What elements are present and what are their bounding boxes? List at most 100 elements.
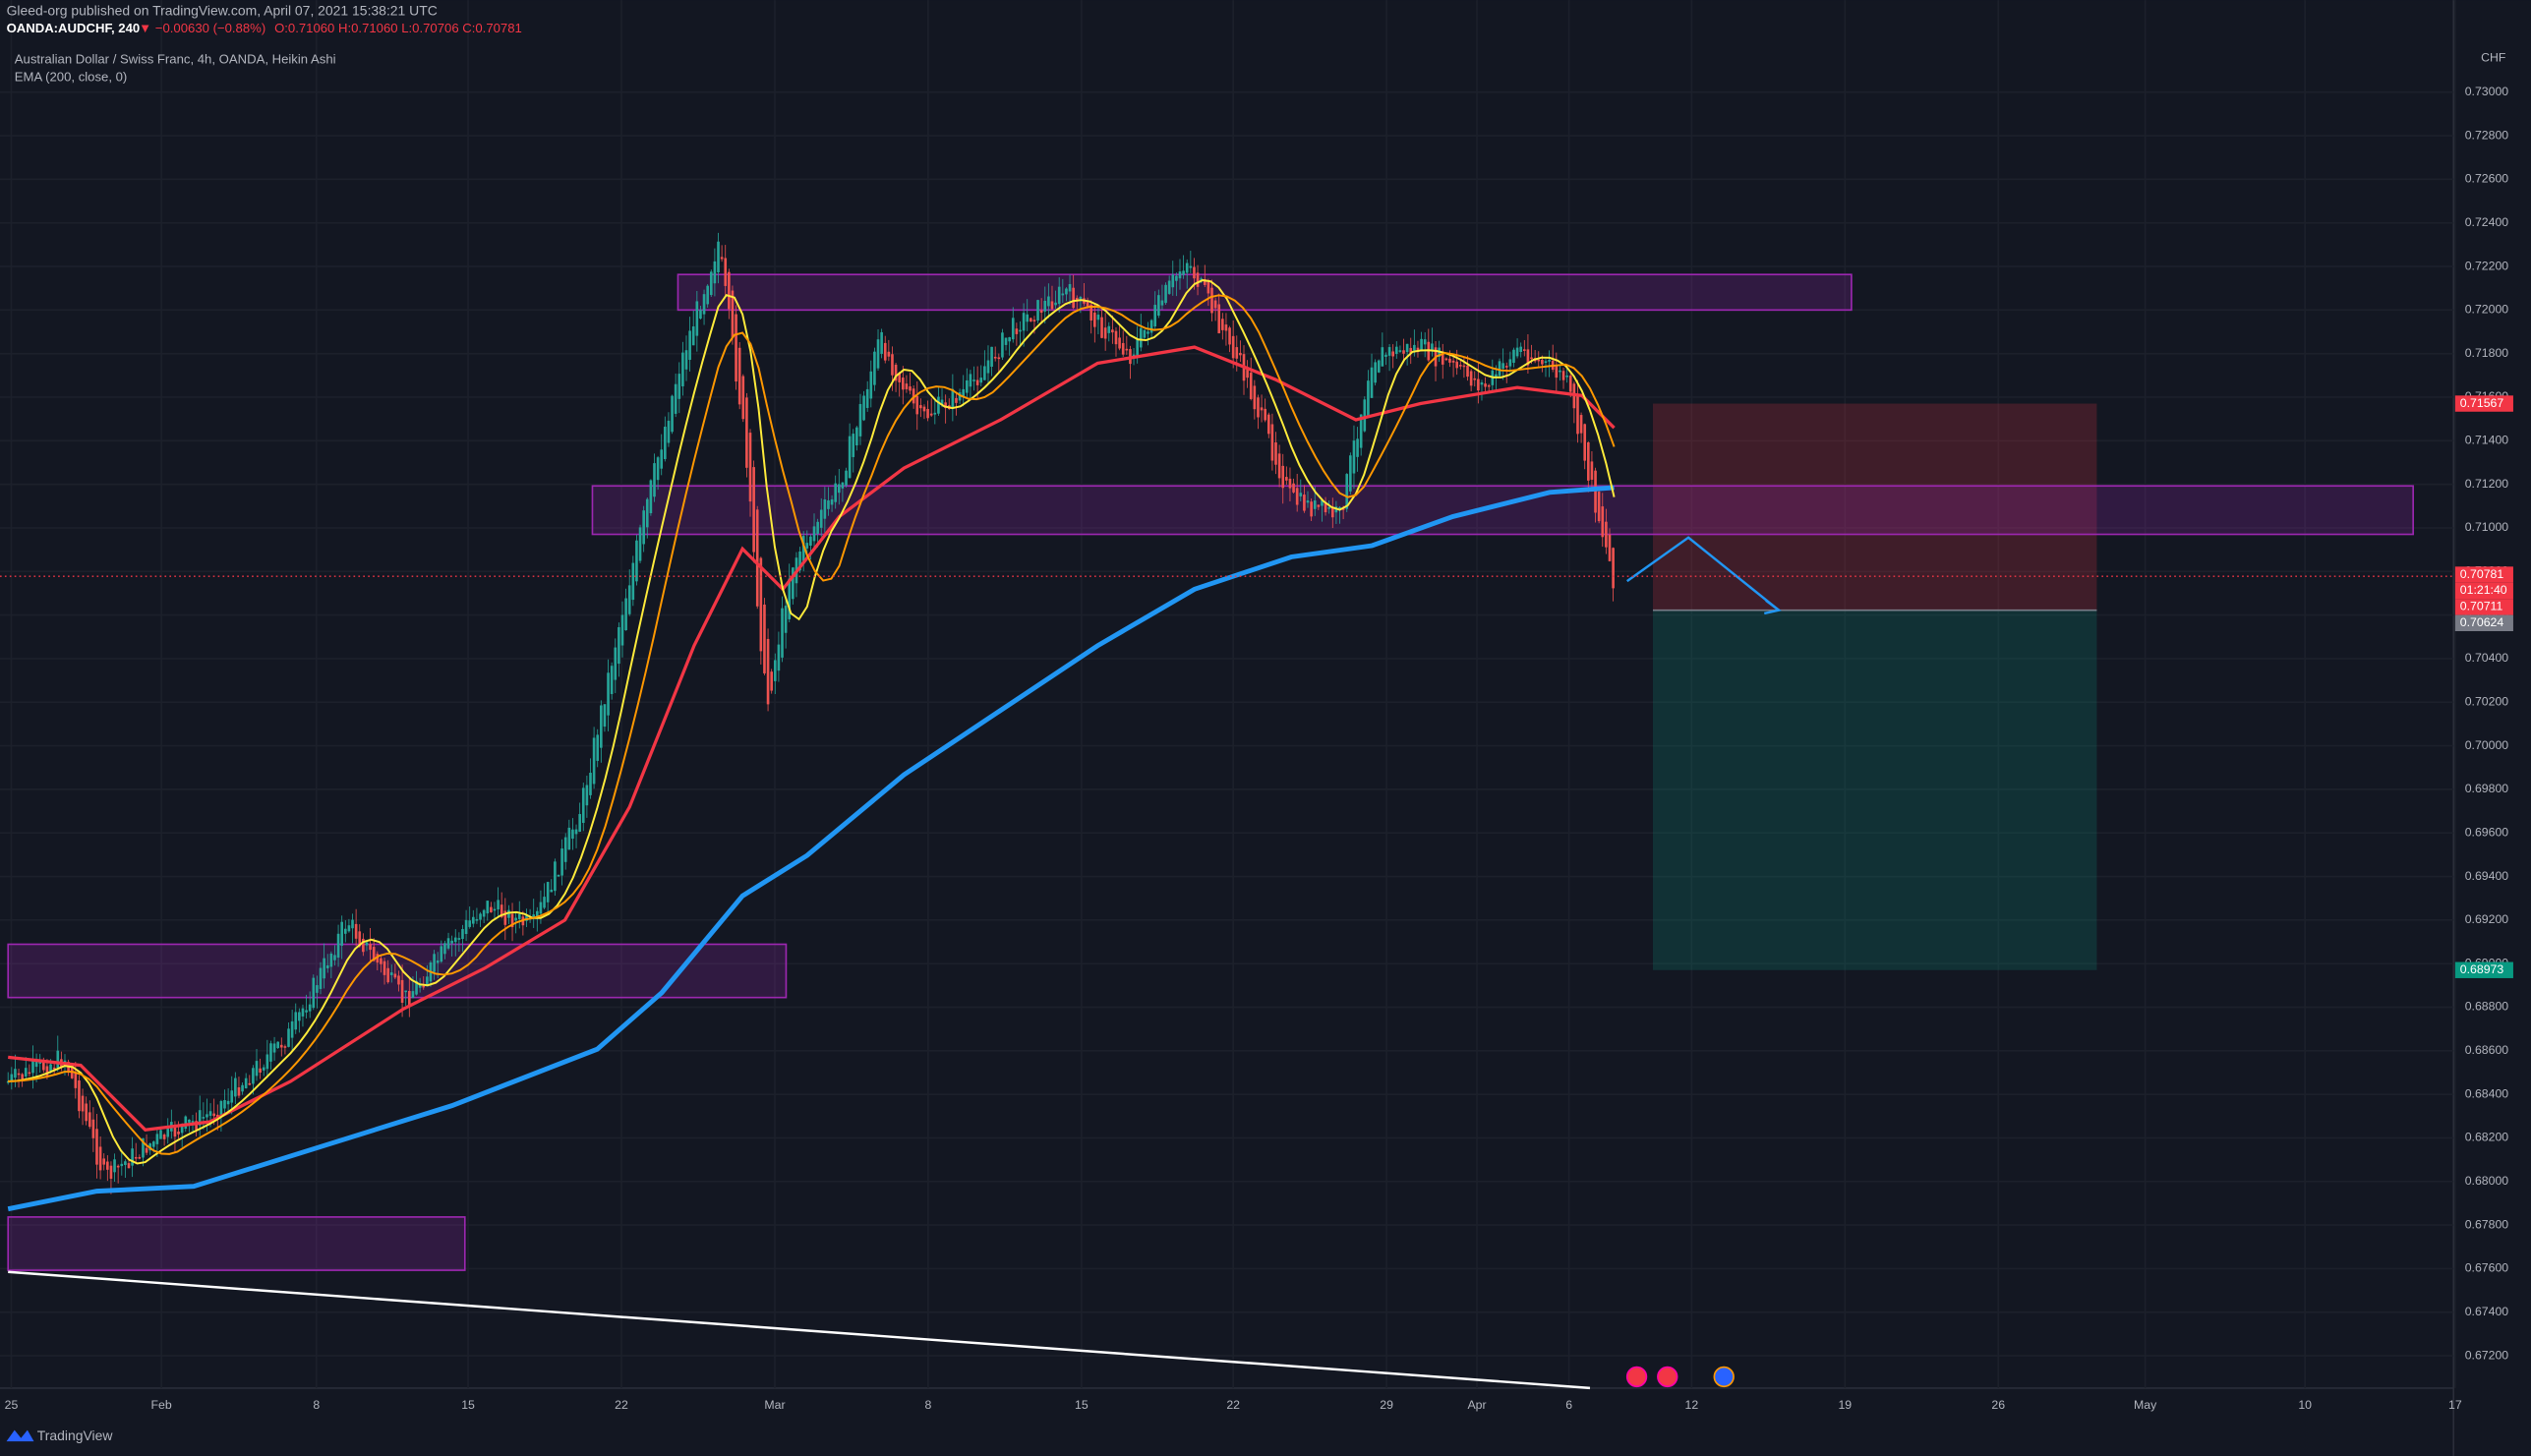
candle-body	[745, 397, 748, 468]
candle-body	[1189, 265, 1193, 268]
candle-body	[951, 388, 955, 408]
candle-body	[962, 388, 966, 397]
price-tag: 01:21:40	[2460, 583, 2507, 597]
price-tag-bg	[2454, 395, 2513, 412]
candle-body	[1285, 477, 1288, 481]
candle-body	[1402, 350, 1405, 354]
candle-body	[1175, 275, 1178, 281]
candle-body	[912, 388, 915, 404]
candle-body	[677, 374, 681, 399]
price-label: 0.67400	[2465, 1305, 2509, 1318]
candle-body	[1030, 318, 1032, 322]
candle-body	[781, 608, 784, 658]
candle-body	[479, 913, 482, 920]
candle-body	[21, 1074, 24, 1079]
candle-body	[937, 396, 940, 414]
candle-body	[990, 346, 993, 368]
candle-body	[433, 954, 436, 972]
candle-body	[869, 371, 873, 399]
candle-body	[848, 436, 852, 479]
candle-body	[1583, 424, 1587, 461]
candle-body	[283, 1046, 287, 1048]
candle-body	[1480, 381, 1484, 385]
candle-body	[301, 1008, 305, 1017]
candle-body	[1118, 337, 1121, 349]
candle-body	[389, 972, 393, 975]
candle-body	[1182, 270, 1185, 275]
candle-body	[244, 1077, 248, 1089]
candle-body	[1111, 329, 1114, 333]
candle-body	[1576, 395, 1579, 435]
candle-body	[834, 483, 837, 502]
candle-body	[667, 420, 671, 443]
candle-body	[614, 647, 618, 680]
candle-body	[1167, 280, 1171, 294]
candle-body	[514, 917, 517, 921]
candle-body	[1061, 293, 1065, 296]
candle-body	[1455, 361, 1459, 369]
ema-mid	[8, 294, 1616, 1155]
candle-body	[915, 395, 919, 415]
candle-body	[397, 975, 400, 985]
candle-body	[1103, 327, 1107, 339]
candle-body	[1277, 453, 1281, 479]
candle-body	[173, 1126, 177, 1137]
candle-body	[1597, 492, 1601, 522]
candle-body	[1448, 358, 1451, 363]
candle-body	[1487, 384, 1491, 387]
event-icon[interactable]	[1625, 1366, 1648, 1388]
candle-body	[1036, 300, 1039, 320]
candle-body	[376, 954, 380, 963]
candle-body	[1565, 375, 1568, 378]
candle-body	[500, 904, 503, 917]
candle-body	[709, 271, 713, 296]
candle-body	[1022, 313, 1026, 331]
legend-series: Australian Dollar / Swiss Franc, 4h, OAN…	[15, 51, 336, 66]
candle-body	[1477, 379, 1480, 391]
candle-body	[792, 567, 795, 600]
candle-body	[1384, 354, 1387, 357]
candle-body	[887, 351, 891, 357]
change: ▼ −0.00630 (−0.88%)	[139, 21, 265, 35]
candle-body	[457, 938, 461, 940]
candle-body	[684, 350, 688, 370]
candle-body	[418, 983, 422, 988]
candle-body	[649, 480, 653, 514]
candle-body	[845, 470, 848, 486]
candle-body	[546, 882, 550, 903]
candle-body	[752, 467, 755, 553]
candle-body	[1093, 312, 1096, 327]
candle-body	[393, 973, 397, 978]
candle-body	[741, 376, 745, 420]
candle-body	[380, 958, 383, 964]
time-label: 15	[1075, 1398, 1089, 1412]
candle-body	[131, 1148, 134, 1166]
candle-body	[1125, 348, 1129, 351]
time-label: Mar	[764, 1398, 785, 1412]
candle-body	[1501, 363, 1504, 369]
candle-body	[127, 1163, 131, 1169]
time-label: 25	[5, 1398, 19, 1412]
candle-body	[766, 638, 770, 705]
candle-body	[265, 1054, 269, 1070]
candle-body	[1292, 483, 1295, 493]
candle-body	[162, 1135, 166, 1139]
candle-body	[443, 943, 446, 955]
candle-body	[1568, 375, 1572, 392]
candle-body	[681, 352, 684, 386]
candle-body	[841, 482, 845, 489]
candle-body	[490, 906, 493, 913]
candle-body	[486, 901, 490, 914]
event-icon[interactable]	[1657, 1366, 1678, 1388]
price-label: 0.69600	[2465, 825, 2509, 839]
candle-body	[557, 874, 560, 877]
price-label: 0.72400	[2465, 215, 2509, 229]
candle-body	[272, 1043, 276, 1053]
candle-body	[1210, 287, 1213, 314]
event-icon[interactable]	[1713, 1366, 1735, 1388]
candle-body	[773, 660, 777, 681]
candle-body	[1605, 521, 1608, 548]
candle-body	[1057, 286, 1061, 305]
